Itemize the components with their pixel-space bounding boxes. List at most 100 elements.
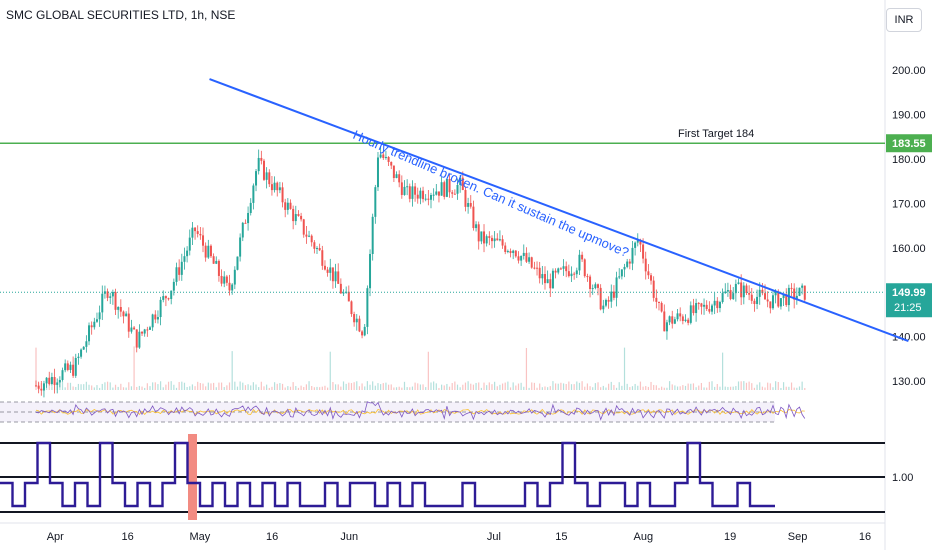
volume-bar bbox=[340, 386, 342, 390]
volume-bar bbox=[390, 384, 392, 390]
volume-bar bbox=[101, 383, 103, 390]
candle-body bbox=[172, 281, 175, 291]
volume-bar bbox=[751, 383, 753, 390]
volume-bar bbox=[353, 382, 355, 390]
candle-body bbox=[528, 257, 531, 262]
candle-body bbox=[700, 303, 703, 307]
candle-body bbox=[376, 157, 379, 188]
candle-body bbox=[154, 314, 157, 320]
candle-body bbox=[536, 267, 539, 269]
volume-bar bbox=[130, 386, 133, 390]
candle-body bbox=[546, 279, 549, 284]
candle-body bbox=[660, 302, 663, 312]
candle-body bbox=[175, 267, 178, 282]
y-tick-label: 130.00 bbox=[892, 376, 926, 388]
volume-bar bbox=[578, 382, 581, 390]
volume-bar bbox=[234, 381, 236, 390]
candle-body bbox=[443, 182, 446, 197]
candle-body bbox=[159, 299, 162, 318]
candle-body bbox=[681, 316, 684, 322]
candle-body bbox=[498, 239, 501, 241]
volume-bar bbox=[470, 383, 472, 390]
candle-body bbox=[581, 254, 584, 260]
candle-body bbox=[69, 364, 72, 370]
candle-body bbox=[374, 187, 377, 217]
volume-bar bbox=[570, 384, 573, 390]
volume-bar bbox=[268, 387, 270, 390]
candle-body bbox=[774, 291, 777, 296]
volume-bar bbox=[655, 385, 657, 390]
candle-body bbox=[416, 194, 419, 199]
volume-bar bbox=[480, 387, 482, 390]
volume-bar bbox=[671, 384, 673, 390]
candle-body bbox=[618, 276, 621, 278]
candle-body bbox=[233, 269, 236, 285]
candle-body bbox=[525, 252, 528, 262]
volume-bar bbox=[605, 387, 607, 390]
volume-bar bbox=[467, 381, 469, 390]
candle-body bbox=[95, 319, 98, 322]
volume-bar bbox=[133, 346, 135, 390]
volume-bar bbox=[170, 381, 172, 390]
volume-bar bbox=[93, 387, 95, 390]
volume-bar bbox=[327, 387, 329, 390]
volume-bar bbox=[266, 384, 268, 390]
volume-bar bbox=[358, 386, 361, 390]
candle-body bbox=[255, 171, 258, 186]
candle-body bbox=[366, 288, 369, 327]
volume-bar bbox=[273, 382, 276, 390]
candle-body bbox=[130, 327, 133, 332]
volume-bar bbox=[793, 387, 795, 390]
volume-bar bbox=[364, 386, 366, 390]
volume-bar bbox=[284, 387, 286, 390]
candle-body bbox=[766, 299, 769, 302]
candle-body bbox=[793, 288, 796, 300]
candle-body bbox=[501, 239, 504, 246]
candle-body bbox=[745, 285, 748, 294]
candle-body bbox=[98, 312, 101, 320]
candle-body bbox=[750, 294, 753, 301]
candle-body bbox=[512, 250, 515, 254]
volume-bar bbox=[525, 347, 528, 390]
volume-bar bbox=[250, 385, 252, 390]
volume-bar bbox=[236, 386, 239, 390]
volume-bar bbox=[478, 382, 480, 390]
candle-body bbox=[676, 313, 679, 320]
volume-bar bbox=[663, 387, 665, 390]
volume-bar bbox=[597, 382, 599, 390]
symbol-title[interactable]: SMC GLOBAL SECURITIES LTD, 1h, NSE bbox=[6, 8, 236, 22]
candle-body bbox=[753, 300, 756, 305]
volume-bar bbox=[541, 387, 543, 390]
volume-bar bbox=[345, 383, 347, 390]
candle-body bbox=[191, 227, 194, 238]
volume-bar bbox=[722, 352, 724, 390]
volume-bar bbox=[125, 387, 127, 390]
candle-body bbox=[305, 234, 308, 237]
x-tick-label: Sep bbox=[788, 531, 808, 543]
volume-bar bbox=[329, 351, 331, 390]
currency-button[interactable]: INR bbox=[886, 8, 922, 32]
candle-body bbox=[636, 240, 639, 243]
last-price-tag bbox=[886, 283, 932, 318]
volume-bar bbox=[207, 382, 209, 390]
volume-bar bbox=[393, 387, 395, 390]
volume-bar bbox=[48, 382, 50, 390]
volume-bar bbox=[756, 384, 758, 390]
volume-bar bbox=[337, 384, 339, 390]
volume-bar bbox=[547, 387, 549, 390]
volume-bar bbox=[748, 381, 750, 390]
volume-bar bbox=[706, 387, 708, 390]
volume-bar bbox=[183, 382, 186, 390]
candle-body bbox=[655, 297, 658, 302]
volume-bar bbox=[136, 386, 138, 390]
volume-bar bbox=[366, 381, 368, 390]
candle-body bbox=[363, 326, 366, 336]
volume-bar bbox=[311, 386, 313, 390]
volume-bar bbox=[801, 381, 803, 390]
candle-body bbox=[339, 283, 342, 294]
candle-body bbox=[607, 299, 610, 302]
volume-bar bbox=[504, 382, 506, 390]
volume-bar bbox=[342, 381, 345, 390]
volume-bar bbox=[499, 384, 501, 390]
